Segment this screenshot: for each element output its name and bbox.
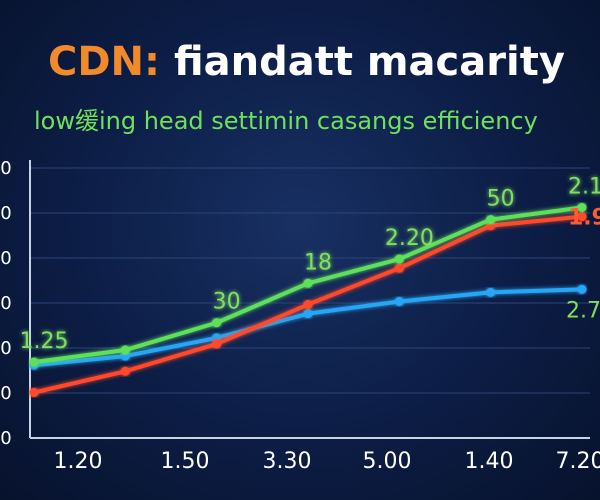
y-tick-label: 0 xyxy=(0,428,11,449)
data-label: 18 xyxy=(304,250,332,275)
y-tick-label: 0 xyxy=(0,293,11,314)
data-label: 1.9 xyxy=(568,206,600,231)
data-label: 2.20 xyxy=(385,226,434,251)
series-point-0 xyxy=(394,254,404,264)
series-point-1 xyxy=(303,300,313,310)
y-tick-label: 0 xyxy=(0,248,11,269)
y-tick-label: 0 xyxy=(0,158,11,179)
x-tick-label: 3.30 xyxy=(263,449,312,474)
series-point-2 xyxy=(303,309,313,319)
series-point-0 xyxy=(577,202,587,212)
series-point-0 xyxy=(303,278,313,288)
data-label: 2.70 xyxy=(566,298,600,323)
x-tick-label: 1.20 xyxy=(54,449,103,474)
x-tick-label: 5.00 xyxy=(363,449,412,474)
series-point-0 xyxy=(120,345,130,355)
data-label: 1.25 xyxy=(20,329,69,354)
series-point-1 xyxy=(120,366,130,376)
y-tick-label: 0 xyxy=(0,383,11,404)
series-point-1 xyxy=(394,263,404,273)
series-point-1 xyxy=(29,388,39,397)
x-tick-label: 1.50 xyxy=(161,449,210,474)
series-point-2 xyxy=(486,287,496,297)
data-label: 2.16 xyxy=(568,174,600,199)
y-tick-label: 0 xyxy=(0,203,11,224)
series-point-0 xyxy=(29,357,39,367)
data-label: 50 xyxy=(487,187,515,212)
chart-title: CDN: fiandatt macarity xyxy=(48,40,600,84)
chart-title-rest: fiandatt macarity xyxy=(173,39,565,85)
chart-subtitle: low缓ing head settimin casangs efficiency xyxy=(34,107,538,135)
series-point-1 xyxy=(577,212,587,222)
y-tick-label: 0 xyxy=(0,338,11,359)
x-tick-label: 1.40 xyxy=(465,449,514,474)
chart-title-lead: CDN: xyxy=(48,39,161,85)
data-label: 30 xyxy=(213,290,241,315)
series-point-2 xyxy=(394,297,404,306)
series-point-2 xyxy=(577,284,587,294)
x-tick-label: 7.20 xyxy=(556,449,600,474)
series-point-0 xyxy=(486,215,496,225)
series-point-1 xyxy=(212,339,222,349)
series-point-0 xyxy=(212,318,222,328)
